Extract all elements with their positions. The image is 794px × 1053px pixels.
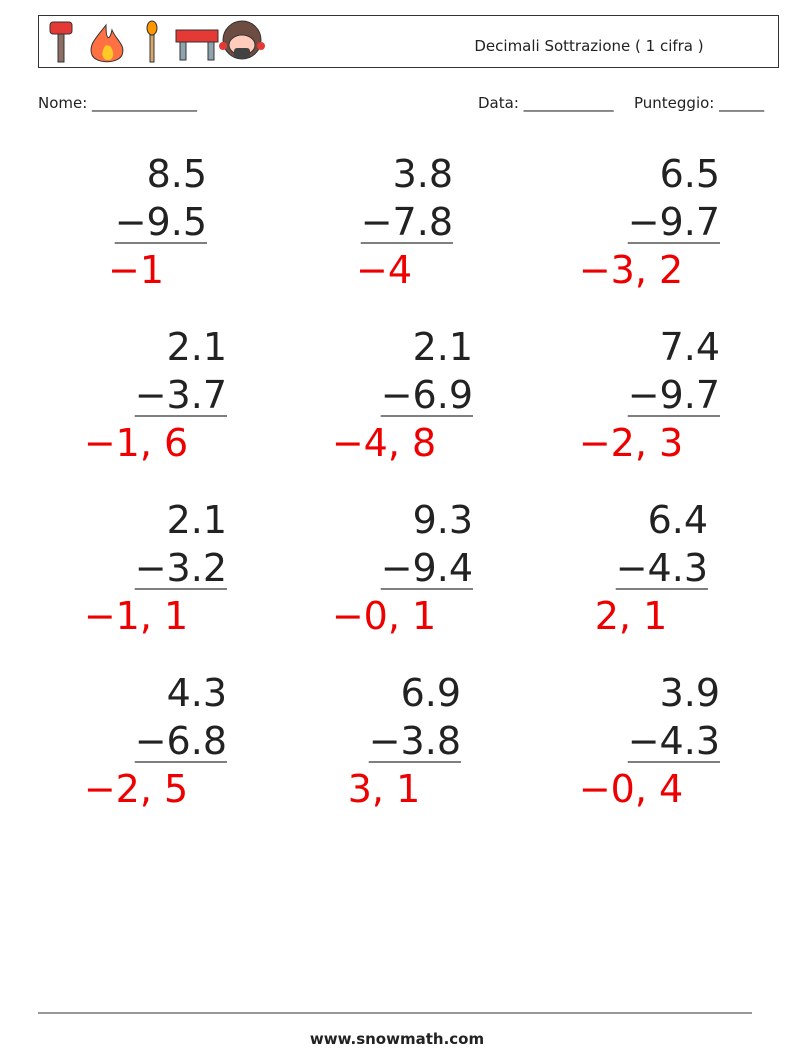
name-field: Nome: ______________ (38, 94, 198, 113)
answer: −0, 1 (332, 594, 436, 638)
subtrahend: −4.3 (616, 546, 708, 590)
footer-url: www.snowmath.com (310, 1030, 484, 1048)
answer: −4, 8 (332, 421, 436, 465)
subtrahend: −9.7 (628, 200, 720, 244)
minuend: 7.4 (660, 325, 720, 369)
minuend: 2.1 (413, 325, 473, 369)
minuend: 3.8 (393, 152, 453, 196)
subtrahend: −9.7 (628, 373, 720, 417)
answer: −1, 1 (84, 594, 188, 638)
subtrahend: −7.8 (361, 200, 453, 244)
date-field: Data: ____________ (478, 94, 614, 113)
header-icons (49, 20, 265, 63)
subtrahend: −9.4 (381, 546, 473, 590)
answer: −2, 3 (579, 421, 683, 465)
minuend: 3.9 (660, 671, 720, 715)
answer: 2, 1 (595, 594, 668, 638)
minuend: 2.1 (167, 325, 227, 369)
minuend: 8.5 (147, 152, 207, 196)
subtrahend: −3.8 (369, 719, 461, 763)
answer: −0, 4 (579, 767, 683, 811)
answer: −3, 2 (579, 248, 683, 292)
answer: −1, 6 (84, 421, 188, 465)
minuend: 6.5 (660, 152, 720, 196)
answer: −4 (356, 248, 412, 292)
minuend: 9.3 (413, 498, 473, 542)
minuend: 4.3 (167, 671, 227, 715)
header-box (38, 15, 779, 68)
answer: 3, 1 (348, 767, 421, 811)
minuend: 6.9 (401, 671, 461, 715)
minuend: 2.1 (167, 498, 227, 542)
subtrahend: −6.8 (135, 719, 227, 763)
title: Decimali Sottrazione ( 1 cifra ) (474, 37, 703, 55)
subtrahend: −6.9 (381, 373, 473, 417)
answer: −1 (108, 248, 164, 292)
answer: −2, 5 (84, 767, 188, 811)
subtrahend: −3.2 (135, 546, 227, 590)
subtrahend: −4.3 (628, 719, 720, 763)
minuend: 6.4 (648, 498, 708, 542)
subtrahend: −3.7 (135, 373, 227, 417)
subtrahend: −9.5 (115, 200, 207, 244)
score-field: Punteggio: ______ (634, 94, 765, 113)
